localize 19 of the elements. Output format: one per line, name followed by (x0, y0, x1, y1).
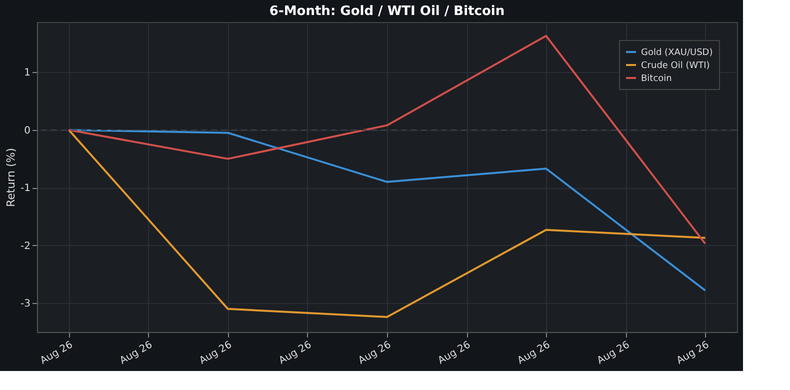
y-tick-label: 1 (24, 68, 30, 79)
chart-title: 6-Month: Gold / WTI Oil / Bitcoin (269, 4, 505, 19)
x-tick-label: Aug 26 (198, 340, 234, 367)
y-tick-label: -1 (20, 183, 30, 194)
y-axis-title: Return (%) (4, 148, 18, 208)
x-tick-label: Aug 26 (436, 340, 473, 367)
x-tick-label: Aug 26 (595, 340, 632, 367)
legend-label: Gold (XAU/USD) (641, 48, 713, 58)
x-tick-label: Aug 26 (674, 340, 712, 367)
legend-label: Bitcoin (641, 74, 672, 84)
x-tick-label: Aug 26 (356, 340, 393, 367)
legend-label: Crude Oil (WTI) (641, 61, 710, 71)
y-tick-label: -3 (20, 298, 30, 310)
x-tick-label: Aug 26 (516, 340, 552, 367)
x-tick-label: Aug 26 (277, 340, 314, 367)
y-tick-label: 0 (24, 125, 30, 136)
x-tick-label: Aug 26 (38, 340, 75, 367)
x-tick-label: Aug 26 (118, 340, 154, 367)
y-tick-label: -2 (20, 240, 30, 252)
